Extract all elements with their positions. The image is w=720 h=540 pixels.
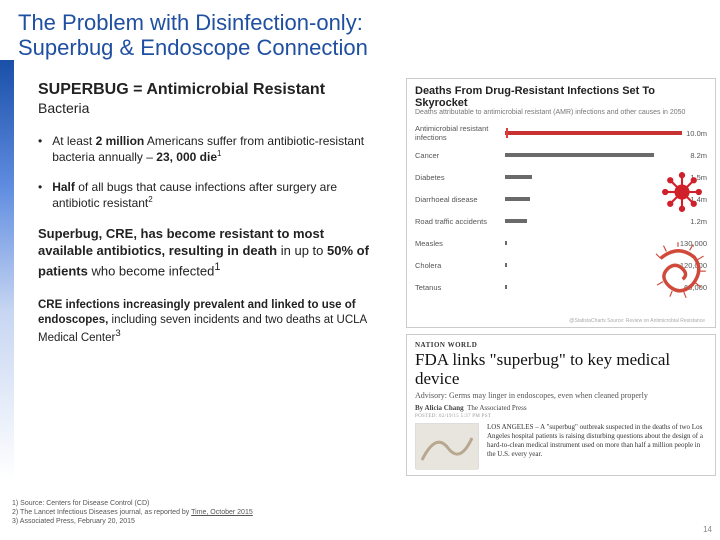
right-column: Deaths From Drug-Resistant Infections Se… [406,78,716,482]
chart-row-label: Road traffic accidents [415,217,505,226]
chart-row: Road traffic accidents 1.2m [415,210,707,232]
slide-title: The Problem with Disinfection-only: Supe… [18,10,368,61]
footnotes: 1) Source: Centers for Disease Control (… [12,499,253,526]
news-subhead: Advisory: Germs may linger in endoscopes… [415,391,707,400]
chart-bar [505,131,682,135]
def-line2: Bacteria [38,100,89,116]
chart-subtitle: Deaths attributable to antimicrobial res… [415,109,707,116]
bullet-item: • At least 2 million Americans suffer fr… [38,134,378,166]
chart-bar [505,285,507,289]
chart-row: Cancer 8.2m [415,144,707,166]
slide: The Problem with Disinfection-only: Supe… [0,0,720,540]
chart-row-label: Cholera [415,261,505,270]
chart-panel: Deaths From Drug-Resistant Infections Se… [406,78,716,328]
superbug-definition: SUPERBUG = Antimicrobial Resistant Bacte… [38,80,378,118]
news-text: LOS ANGELES – A "superbug" outbreak susp… [487,423,707,469]
news-body: LOS ANGELES – A "superbug" outbreak susp… [415,423,707,469]
chart-row-label: Tetanus [415,283,505,292]
footnote: 3) Associated Press, February 20, 2015 [12,517,253,526]
chart-now-marker [506,128,508,138]
footnote: 1) Source: Centers for Disease Control (… [12,499,253,508]
page-number: 14 [703,525,712,534]
bullet-dot: • [38,180,42,212]
news-panel: NATION WORLD FDA links "superbug" to key… [406,334,716,476]
chart-bar [505,219,527,223]
chart-row-track [505,197,686,201]
bullet-dot: • [38,134,42,166]
bullet-list: • At least 2 million Americans suffer fr… [38,134,378,212]
endoscope-paragraph: CRE infections increasingly prevalent an… [38,298,378,346]
def-eq: = Antimicrobial Resistant [129,81,325,98]
chart-bar [505,153,654,157]
chart-row-value: 10.0m [686,129,707,138]
chart-row-label: Diarrhoeal disease [415,195,505,204]
chart-title: Deaths From Drug-Resistant Infections Se… [415,85,707,109]
cre-paragraph: Superbug, CRE, has become resistant to m… [38,226,378,280]
chart-bar [505,175,532,179]
chart-row-label: Cancer [415,151,505,160]
chart-row-value: 8.2m [690,151,707,160]
virus-icon [661,171,703,213]
chart-bar [505,197,530,201]
chart-row-value: 1.2m [690,217,707,226]
chart-bar [505,241,507,245]
chart-row-label: Antimicrobial resistant infections [415,124,505,142]
news-headline: FDA links "superbug" to key medical devi… [415,351,707,388]
chart-row: Antimicrobial resistant infections 10.0m [415,122,707,144]
chart-row-label: Measles [415,239,505,248]
bullet-text: At least 2 million Americans suffer from… [52,134,378,166]
chart-row-label: Diabetes [415,173,505,182]
news-byline: By Alicia Chang The Associated Press [415,404,707,412]
chart-row-track [505,175,686,179]
left-column: SUPERBUG = Antimicrobial Resistant Bacte… [38,80,378,346]
worm-icon [649,241,707,299]
chart-row-track [505,153,686,157]
chart-caption: @StatistaCharts Source: Review on Antimi… [569,318,705,324]
bullet-item: • Half of all bugs that cause infections… [38,180,378,212]
left-gradient-bar [0,60,14,480]
def-lead: SUPERBUG [38,81,129,98]
chart-row-track [505,219,686,223]
news-image-placeholder [415,423,479,469]
footnote: 2) The Lancet Infectious Diseases journa… [12,508,253,517]
chart-bar [505,263,507,267]
chart-row-track [505,131,682,135]
news-kicker: NATION WORLD [415,341,707,349]
news-posted: POSTED: 02/19/15 5:37 PM PST [415,414,707,419]
bullet-text: Half of all bugs that cause infections a… [52,180,378,212]
